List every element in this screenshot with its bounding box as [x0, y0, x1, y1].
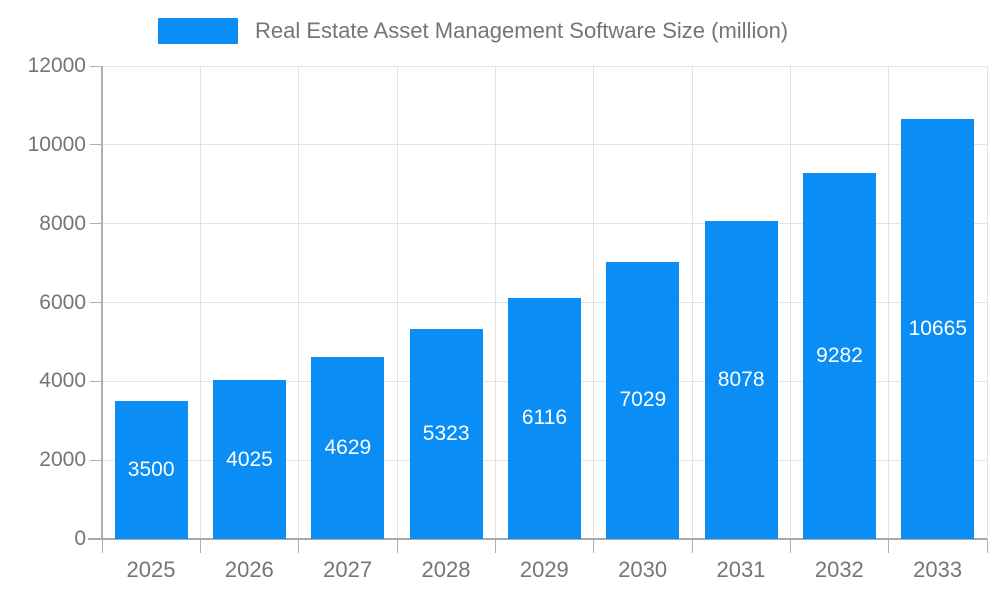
- y-tick-label: 2000: [39, 448, 86, 472]
- x-tick-mark: [593, 539, 595, 553]
- y-tick-mark: [90, 223, 102, 225]
- bar-value-label: 10665: [908, 316, 968, 340]
- legend[interactable]: Real Estate Asset Management Software Si…: [158, 18, 788, 44]
- bar-2025[interactable]: [114, 401, 188, 539]
- v-gridline: [199, 66, 201, 539]
- v-gridline: [396, 66, 398, 539]
- v-gridline: [691, 66, 693, 539]
- v-gridline: [593, 66, 595, 539]
- y-tick-label: 6000: [39, 290, 86, 314]
- x-tick-label: 2028: [421, 557, 471, 582]
- y-tick-mark: [90, 65, 102, 67]
- x-tick-mark: [789, 539, 791, 553]
- y-tick-label: 10000: [27, 132, 86, 156]
- x-tick-label: 2033: [913, 557, 963, 582]
- v-gridline: [888, 66, 890, 539]
- bar-value-label: 6116: [521, 406, 568, 430]
- bar-2031[interactable]: [704, 220, 778, 539]
- h-gridline: [102, 65, 987, 67]
- x-tick-mark: [986, 539, 988, 553]
- x-tick-mark: [199, 539, 201, 553]
- y-tick-mark: [90, 380, 102, 382]
- x-tick-mark: [494, 539, 496, 553]
- y-tick-label: 12000: [27, 54, 86, 77]
- x-tick-label: 2032: [814, 557, 864, 582]
- x-tick-label: 2025: [126, 557, 176, 582]
- bar-value-label: 4629: [324, 435, 372, 459]
- x-tick-mark: [298, 539, 300, 553]
- x-tick-mark: [101, 539, 103, 553]
- x-tick-label: 2026: [224, 557, 274, 582]
- bar-value-label: 7029: [619, 388, 667, 412]
- x-tick-label: 2031: [716, 557, 766, 582]
- bar-value-label: 9282: [816, 344, 863, 368]
- y-tick-label: 4000: [39, 369, 86, 393]
- bar-2032[interactable]: [803, 173, 876, 539]
- v-gridline: [789, 66, 791, 539]
- bar-value-label: 8078: [717, 367, 765, 391]
- bar-2029[interactable]: [508, 297, 581, 539]
- bar-2030[interactable]: [606, 261, 680, 539]
- x-tick-mark: [691, 539, 693, 553]
- bar-value-label: 3500: [127, 458, 175, 482]
- bar-value-label: 4025: [226, 447, 273, 471]
- x-tick-label: 2030: [618, 557, 668, 582]
- v-gridline: [298, 66, 300, 539]
- y-axis-line: [101, 66, 103, 539]
- x-tick-label: 2027: [323, 557, 373, 582]
- v-gridline: [494, 66, 496, 539]
- h-gridline: [102, 144, 987, 146]
- x-tick-label: 2029: [519, 557, 569, 582]
- bar-2026[interactable]: [213, 380, 286, 539]
- x-tick-mark: [396, 539, 398, 553]
- x-axis-line: [88, 538, 987, 540]
- y-tick-mark: [90, 144, 102, 146]
- h-gridline: [102, 223, 987, 225]
- bar-value-label: 5323: [422, 422, 470, 446]
- v-gridline: [986, 66, 988, 539]
- y-tick-label: 0: [74, 527, 86, 550]
- bar-2027[interactable]: [311, 356, 385, 539]
- bar-2033[interactable]: [901, 118, 975, 539]
- bar-2028[interactable]: [409, 329, 483, 539]
- y-tick-mark: [90, 302, 102, 303]
- x-tick-mark: [888, 539, 890, 553]
- legend-swatch[interactable]: [158, 18, 238, 44]
- chart-title: Real Estate Asset Management Software Si…: [255, 18, 789, 43]
- y-tick-mark: [90, 459, 102, 461]
- y-tick-label: 8000: [39, 211, 86, 235]
